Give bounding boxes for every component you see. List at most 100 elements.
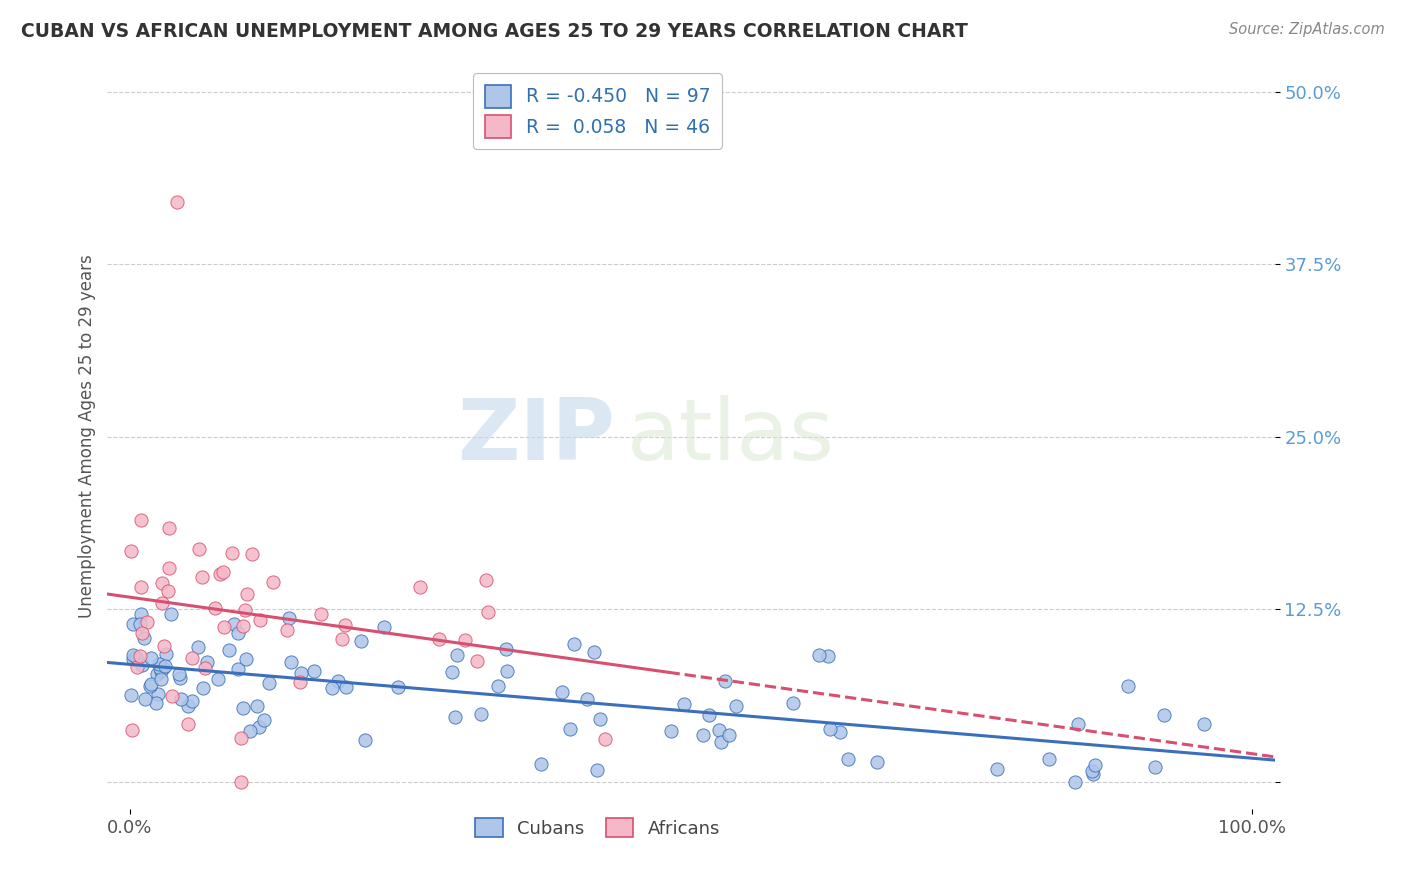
Point [718, 728, 741, 742]
Point [156, 584, 179, 599]
Point [1081, 766, 1104, 780]
Point [475, 574, 498, 588]
Point [562, 637, 585, 651]
Point [155, 647, 177, 661]
Point [139, 679, 162, 693]
Point [1084, 757, 1107, 772]
Point [335, 680, 357, 694]
Point [496, 665, 519, 679]
Point [146, 666, 169, 681]
Point [120, 689, 142, 703]
Point [232, 701, 254, 715]
Point [387, 680, 409, 694]
Point [129, 513, 152, 527]
Point [692, 728, 714, 742]
Point [159, 561, 181, 575]
Point [1064, 774, 1087, 789]
Point [122, 651, 145, 665]
Point [145, 696, 167, 710]
Point [141, 677, 163, 691]
Point [193, 660, 215, 674]
Point [593, 732, 616, 747]
Point [1116, 679, 1139, 693]
Point [232, 618, 254, 632]
Point [1081, 764, 1104, 779]
Point [170, 692, 193, 706]
Point [177, 717, 200, 731]
Point [332, 632, 354, 647]
Point [146, 687, 169, 701]
Point [551, 685, 574, 699]
Point [725, 698, 748, 713]
Point [290, 675, 312, 690]
Point [465, 654, 488, 668]
Point [1038, 752, 1060, 766]
Point [488, 679, 510, 693]
Point [150, 596, 173, 610]
Point [277, 611, 299, 625]
Point [131, 658, 153, 673]
Point [231, 731, 253, 745]
Point [153, 639, 176, 653]
Point [218, 643, 240, 657]
Point [1194, 717, 1216, 731]
Point [585, 764, 607, 778]
Point [129, 580, 152, 594]
Point [1153, 708, 1175, 723]
Point [440, 665, 463, 679]
Point [121, 544, 143, 558]
Point [249, 613, 271, 627]
Point [129, 607, 152, 621]
Point [188, 542, 211, 557]
Point [125, 650, 148, 665]
Point [253, 713, 276, 727]
Legend: Cubans, Africans: Cubans, Africans [468, 811, 727, 845]
Point [211, 565, 233, 579]
Text: atlas: atlas [627, 395, 835, 478]
Point [169, 667, 191, 681]
Point [226, 662, 249, 676]
Point [134, 692, 156, 706]
Point [530, 757, 553, 772]
Point [233, 603, 256, 617]
Point [262, 574, 284, 589]
Point [235, 652, 257, 666]
Point [176, 698, 198, 713]
Text: Source: ZipAtlas.com: Source: ZipAtlas.com [1229, 22, 1385, 37]
Point [149, 661, 172, 675]
Point [169, 671, 191, 685]
Point [866, 755, 889, 769]
Point [139, 650, 162, 665]
Text: CUBAN VS AFRICAN UNEMPLOYMENT AMONG AGES 25 TO 29 YEARS CORRELATION CHART: CUBAN VS AFRICAN UNEMPLOYMENT AMONG AGES… [21, 22, 967, 41]
Point [709, 723, 731, 737]
Point [121, 723, 143, 738]
Point [1067, 716, 1090, 731]
Text: ZIP: ZIP [457, 395, 616, 478]
Point [350, 633, 373, 648]
Point [558, 722, 581, 736]
Point [820, 722, 842, 736]
Point [122, 617, 145, 632]
Point [257, 676, 280, 690]
Point [222, 616, 245, 631]
Point [236, 587, 259, 601]
Point [122, 648, 145, 662]
Point [495, 642, 517, 657]
Point [226, 626, 249, 640]
Point [187, 640, 209, 654]
Point [582, 645, 605, 659]
Point [229, 774, 252, 789]
Point [221, 546, 243, 560]
Point [135, 615, 157, 630]
Point [575, 692, 598, 706]
Point [309, 607, 332, 621]
Point [150, 575, 173, 590]
Point [148, 657, 170, 671]
Point [190, 570, 212, 584]
Point [247, 720, 270, 734]
Point [280, 655, 302, 669]
Point [333, 618, 356, 632]
Point [129, 648, 152, 663]
Point [409, 580, 432, 594]
Point [290, 666, 312, 681]
